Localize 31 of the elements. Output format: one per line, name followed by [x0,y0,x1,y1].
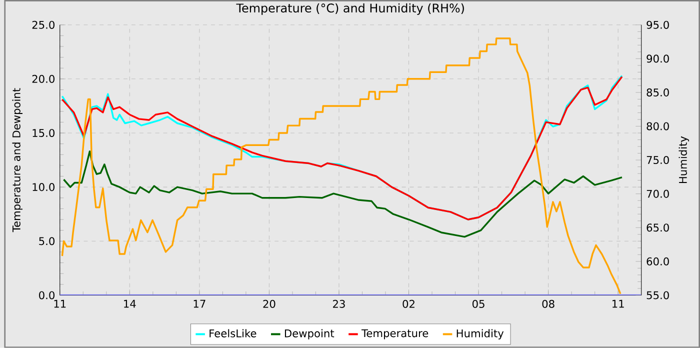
x-tick-label: 08 [542,300,554,308]
y2-tick-label: 60.0 [646,257,669,266]
legend-label: Temperature [361,329,428,340]
x-tick-label: 20 [263,300,276,308]
x-tick-label: 23 [333,300,345,308]
legend-label: FeelsLike [210,329,256,338]
y-tick-label: 15.0 [32,129,54,138]
y2-tick-label: 95.0 [646,20,669,29]
x-tick-label: 02 [402,300,414,308]
y-tick-label: 5.0 [39,237,54,246]
y2-tick-label: 80.0 [646,122,669,130]
x-tick-label: 14 [124,300,136,308]
y2-tick-label: 75.0 [646,156,669,164]
y2-tick-label: 65.0 [646,224,669,232]
y2-axis-title: Humidity [678,136,689,184]
y-tick-label: 25.0 [32,20,54,29]
legend-label: Humidity [456,329,504,340]
legend-label: Dewpoint [284,329,334,340]
y2-tick-label: 55.0 [646,291,669,300]
y-axis-title: Temperature and Dewpoint [12,88,22,232]
y-tick-label: 10.0 [32,183,54,192]
y-tick-label: 0.0 [39,291,54,300]
y2-tick-label: 85.0 [646,88,669,96]
y2-tick-label: 70.0 [646,190,669,198]
x-tick-label: 11 [54,300,66,308]
y2-tick-label: 90.0 [646,54,669,63]
chart-title: Temperature (°C) and Humidity (RH%) [236,3,464,15]
x-tick-label: 05 [472,300,484,308]
y-tick-label: 20.0 [32,74,54,83]
x-tick-label: 11 [612,300,624,308]
x-tick-label: 17 [194,300,206,308]
